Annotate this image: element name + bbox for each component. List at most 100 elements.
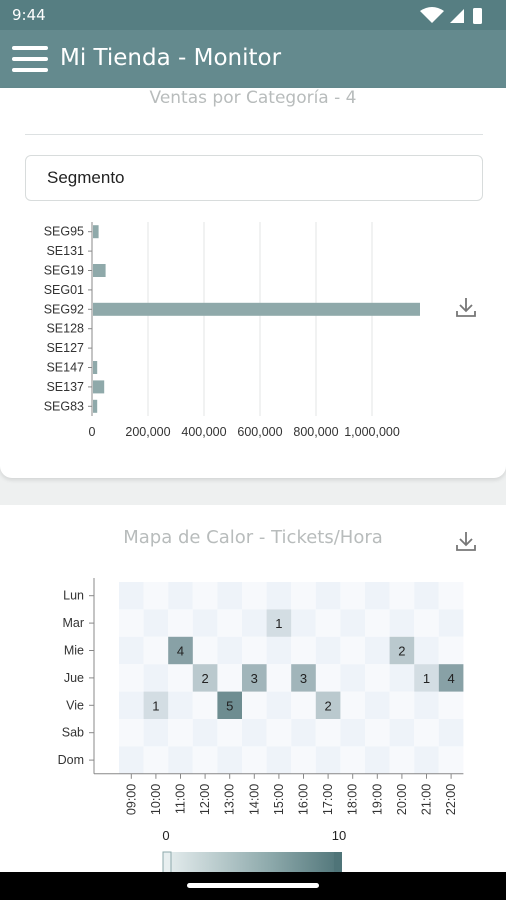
- x-tick-label: 17:00: [321, 784, 335, 815]
- heatmap-cell-bg: [242, 746, 267, 774]
- segment-select[interactable]: Segmento: [25, 155, 483, 201]
- heatmap-cell-bg: [119, 609, 144, 637]
- heatmap-cell-bg: [340, 582, 365, 610]
- heatmap-cell-label: 4: [447, 671, 454, 686]
- heatmap-cell[interactable]: [291, 664, 316, 692]
- x-tick-label: 21:00: [420, 784, 434, 815]
- download-icon[interactable]: [454, 296, 478, 318]
- x-tick-label: 200,000: [125, 425, 170, 439]
- bar[interactable]: [93, 264, 106, 277]
- heatmap-cell-bg: [389, 582, 415, 610]
- heatmap-cell-bg: [242, 609, 267, 637]
- heatmap-cell-bg: [119, 719, 144, 747]
- x-tick-label: 13:00: [223, 784, 237, 815]
- heatmap-cell-bg: [365, 719, 390, 747]
- heatmap-cell-bg: [217, 664, 242, 692]
- heatmap-cell-bg: [168, 691, 193, 719]
- signal-icon: [450, 9, 464, 23]
- heatmap-cell-bg: [143, 636, 169, 665]
- x-tick-label: 22:00: [444, 784, 458, 815]
- x-tick-label: 20:00: [395, 784, 409, 815]
- scale-max-handle[interactable]: [334, 852, 342, 875]
- heatmap-cell-bg: [414, 582, 439, 610]
- heatmap-card: Mapa de Calor - Tickets/Hora 0 10 Lun Mar…: [0, 505, 506, 875]
- heatmap-cell-bg: [143, 746, 169, 774]
- scale-min-handle[interactable]: [162, 851, 172, 875]
- app-bar: Mi Tienda - Monitor: [0, 30, 506, 88]
- battery-icon: [473, 8, 482, 24]
- heatmap-cell[interactable]: [192, 664, 218, 692]
- heatmap-cell[interactable]: [168, 636, 193, 665]
- hamburger-menu-icon[interactable]: [12, 43, 48, 75]
- heatmap-cell-bg: [389, 719, 415, 747]
- x-tick-label: 600,000: [237, 425, 282, 439]
- y-tick-label: Dom: [58, 753, 84, 767]
- heatmap-cell-bg: [242, 582, 267, 610]
- y-tick-label: SEG19: [44, 264, 84, 278]
- heatmap-cell[interactable]: [414, 664, 439, 692]
- heatmap-cell-bg: [365, 664, 390, 692]
- heatmap-cell[interactable]: [266, 609, 292, 637]
- heatmap-cell-bg: [365, 582, 390, 610]
- heatmap-cell[interactable]: [389, 636, 415, 665]
- heatmap-cell-bg: [315, 609, 341, 637]
- y-tick-label: SE137: [46, 380, 84, 394]
- bar[interactable]: [93, 225, 99, 239]
- bar[interactable]: [93, 399, 98, 413]
- heatmap-cell[interactable]: [438, 664, 464, 692]
- heatmap-cell-bg: [340, 691, 365, 719]
- status-time: 9:44: [12, 6, 46, 24]
- scale-max-label: 10: [332, 828, 346, 843]
- y-tick-label: SE127: [46, 341, 84, 355]
- heatmap-cell-bg: [143, 582, 169, 610]
- bar[interactable]: [93, 361, 98, 374]
- heatmap-cell-bg: [340, 746, 365, 774]
- heatmap-cell-label: 3: [300, 671, 307, 686]
- app-title: Mi Tienda - Monitor: [60, 45, 282, 71]
- y-tick-label: SE128: [46, 322, 84, 336]
- heatmap-cell-bg: [438, 636, 464, 665]
- heatmap-cell-bg: [365, 636, 390, 665]
- y-tick-label: SEG92: [44, 302, 84, 316]
- heatmap-cell-label: 1: [275, 616, 282, 631]
- heatmap-cell[interactable]: [315, 691, 341, 719]
- heatmap-cell[interactable]: [143, 691, 169, 719]
- heatmap-cell-bg: [389, 664, 415, 692]
- y-tick-label: SEG01: [44, 283, 84, 297]
- home-gesture-bar[interactable]: [187, 883, 319, 888]
- y-tick-label: Mie: [64, 644, 84, 658]
- heatmap-cell-bg: [340, 719, 365, 747]
- heatmap-cell-bg: [414, 609, 439, 637]
- heatmap-title: Mapa de Calor - Tickets/Hora: [123, 527, 383, 548]
- bar[interactable]: [93, 302, 420, 316]
- heatmap-cell-bg: [315, 719, 341, 747]
- heatmap-cell-bg: [242, 691, 267, 719]
- heatmap-cell-bg: [414, 719, 439, 747]
- y-tick-label: SE131: [46, 244, 84, 258]
- heatmap-cell-bg: [340, 609, 365, 637]
- y-tick-label: Lun: [63, 589, 84, 603]
- scale-min-label: 0: [162, 828, 169, 843]
- heatmap-download-icon[interactable]: [454, 530, 478, 552]
- bar[interactable]: [93, 380, 105, 394]
- heatmap-cell-bg: [217, 636, 242, 665]
- x-tick-label: 16:00: [297, 784, 311, 815]
- y-tick-label: Vie: [66, 698, 84, 712]
- heatmap-cell-bg: [143, 664, 169, 692]
- heatmap-cell[interactable]: [242, 664, 267, 692]
- heatmap-cell-bg: [414, 691, 439, 719]
- heatmap-cell-bg: [365, 609, 390, 637]
- heatmap-cell-bg: [192, 691, 218, 719]
- heatmap-cell-bg: [438, 691, 464, 719]
- bar-chart-card: Ventas por Categoría - 4 Segmento SEG95 S…: [0, 88, 506, 478]
- heatmap-cell-bg: [315, 636, 341, 665]
- heatmap-cell[interactable]: [217, 691, 242, 719]
- heatmap-cell-bg: [438, 746, 464, 774]
- heatmap-cell-label: 2: [201, 671, 208, 686]
- navigation-bar: [0, 872, 506, 900]
- heatmap-cell-label: 1: [152, 698, 159, 713]
- heatmap-cell-bg: [266, 636, 292, 665]
- y-tick-label: SEG83: [44, 399, 84, 413]
- heatmap-cell-bg: [291, 746, 316, 774]
- y-tick-label: Jue: [64, 671, 84, 685]
